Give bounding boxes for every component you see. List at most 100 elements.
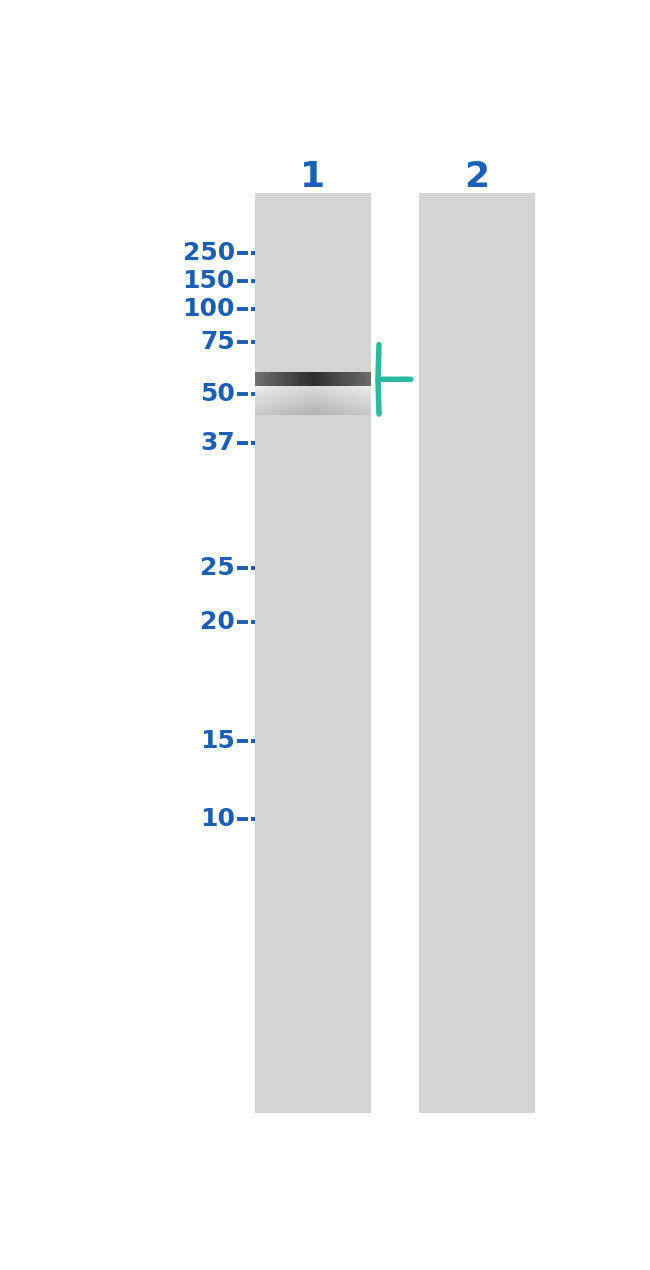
Bar (346, 408, 348, 410)
Bar (274, 404, 275, 405)
Bar (336, 389, 337, 390)
Bar (268, 413, 269, 414)
Bar (296, 413, 297, 414)
Bar (293, 404, 294, 405)
Bar (327, 401, 328, 403)
Bar (306, 372, 307, 386)
Bar (262, 404, 263, 405)
Bar (275, 394, 276, 395)
Bar (309, 389, 311, 390)
Bar (370, 408, 371, 410)
Bar (326, 390, 327, 392)
Bar (257, 399, 259, 401)
Bar (299, 408, 300, 410)
Bar (270, 399, 271, 401)
Bar (256, 401, 257, 403)
Bar (277, 410, 278, 411)
Bar (294, 394, 296, 395)
Bar (287, 394, 289, 395)
Bar (350, 414, 351, 415)
Bar (306, 394, 307, 395)
Bar (345, 399, 346, 401)
Bar (298, 411, 299, 413)
Bar (349, 404, 350, 405)
Bar (326, 411, 327, 413)
Bar (285, 392, 287, 394)
Bar (342, 411, 343, 413)
Bar (317, 396, 318, 398)
Bar (312, 410, 313, 411)
Bar (256, 387, 257, 389)
Bar (349, 389, 350, 390)
Bar (269, 389, 270, 390)
Bar (364, 411, 365, 413)
Bar (367, 390, 369, 392)
Bar (307, 404, 308, 405)
Bar (290, 392, 291, 394)
Bar (363, 401, 364, 403)
Bar (332, 406, 333, 408)
Bar (292, 392, 293, 394)
Bar (341, 394, 342, 395)
Bar (328, 401, 329, 403)
Bar (284, 401, 285, 403)
Bar (354, 392, 355, 394)
Bar (278, 413, 280, 414)
Bar (276, 372, 277, 386)
Bar (328, 372, 329, 386)
Bar (365, 392, 366, 394)
Bar (276, 396, 277, 398)
Bar (255, 399, 256, 401)
Bar (322, 399, 324, 401)
Bar (297, 386, 298, 387)
Bar (299, 392, 300, 394)
Bar (324, 413, 326, 414)
Bar (337, 395, 339, 396)
Bar (315, 396, 317, 398)
Bar (275, 403, 276, 404)
Bar (348, 386, 349, 387)
Bar (322, 410, 324, 411)
Text: 1: 1 (300, 160, 326, 194)
Bar (322, 403, 324, 404)
Bar (366, 396, 367, 398)
Bar (260, 406, 261, 408)
Bar (304, 372, 305, 386)
Bar (262, 398, 263, 399)
Bar (265, 389, 266, 390)
Bar (298, 398, 299, 399)
Bar (370, 390, 371, 392)
Bar (317, 413, 318, 414)
Bar (268, 414, 269, 415)
Bar (324, 411, 326, 413)
Bar (260, 390, 261, 392)
Bar (281, 408, 283, 410)
Bar (366, 405, 367, 406)
Bar (342, 396, 343, 398)
Bar (272, 389, 274, 390)
Bar (292, 399, 293, 401)
Bar (317, 394, 318, 395)
Bar (355, 398, 356, 399)
Bar (259, 399, 260, 401)
Bar (335, 405, 336, 406)
Bar (271, 414, 272, 415)
Bar (292, 404, 293, 405)
Bar (255, 395, 256, 396)
Bar (328, 396, 329, 398)
Bar (370, 396, 371, 398)
Bar (359, 399, 361, 401)
Bar (314, 410, 315, 411)
Bar (297, 413, 298, 414)
Bar (268, 389, 269, 390)
Bar (293, 389, 294, 390)
Bar (361, 403, 363, 404)
Bar (298, 394, 299, 395)
Bar (296, 401, 297, 403)
Bar (348, 403, 349, 404)
Bar (345, 413, 346, 414)
Bar (361, 413, 363, 414)
Bar (334, 411, 335, 413)
Bar (277, 401, 278, 403)
Bar (274, 387, 275, 389)
